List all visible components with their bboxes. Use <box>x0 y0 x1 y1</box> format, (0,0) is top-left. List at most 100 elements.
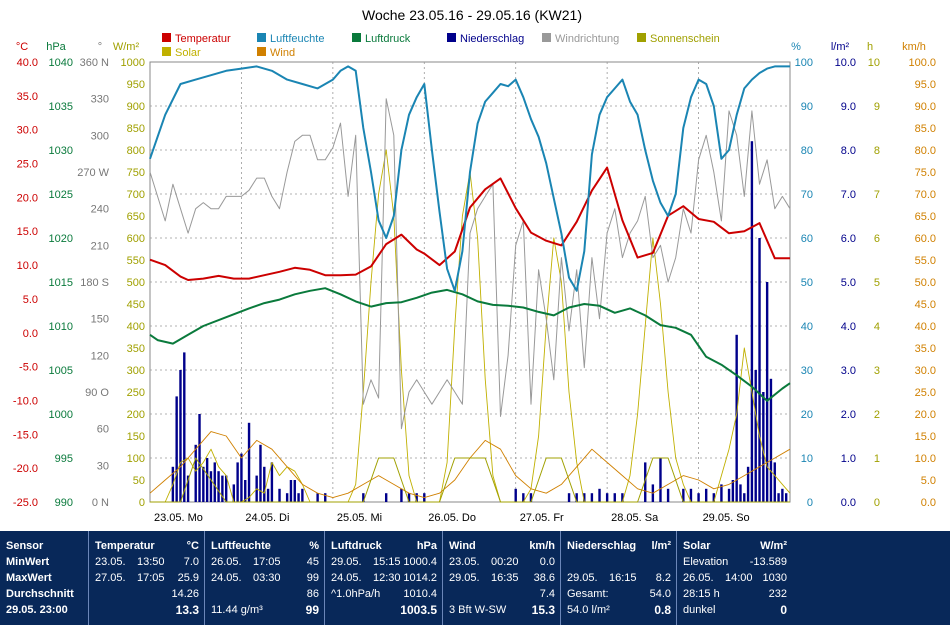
axis-tick-label: 80.0 <box>915 145 936 157</box>
stats-cell: 54.0 l/m² <box>567 604 610 616</box>
axis-tick-label: 30 <box>97 460 109 472</box>
legend-label: Luftdruck <box>365 33 411 45</box>
stats-cell: 23.05. <box>95 556 126 568</box>
axis-tick-label: 35.0 <box>17 91 38 103</box>
precip-bar <box>773 462 776 502</box>
axis-tick-label: 1.0 <box>841 453 856 465</box>
grid <box>149 61 791 503</box>
axis-unit: ° <box>98 41 102 53</box>
legend-swatch <box>162 33 171 42</box>
axis-tick-label: 0.0 <box>23 328 38 340</box>
axis-tick-label: 40.0 <box>915 321 936 333</box>
precip-bar <box>746 466 750 502</box>
precip-bar <box>739 484 742 502</box>
stats-cell: Durchschnitt <box>6 588 74 600</box>
axis-tick-label: 1025 <box>49 189 73 201</box>
axis-tick-label: 8 <box>874 145 880 157</box>
axis-tick-label: 30.0 <box>17 125 38 137</box>
precip-bar <box>754 370 757 502</box>
stats-column: Luftfeuchte% 26.05. 17:05 45 24.05. 03:30 99 86… <box>204 531 325 625</box>
precip-bar <box>697 493 700 502</box>
stats-cell: hPa <box>416 540 437 552</box>
precip-bar <box>285 493 289 502</box>
axis-tick-label: 10.0 <box>17 260 38 272</box>
series-temperatur <box>149 166 790 281</box>
stats-cell: 17:05 <box>137 572 165 584</box>
x-tick-label: 27.05. Fr <box>520 512 564 524</box>
stats-cell: 1014.2 <box>403 572 437 584</box>
axis-tick-label: 9 <box>874 101 880 113</box>
precip-bar <box>659 458 662 502</box>
axis-tick-label: 35.0 <box>915 343 936 355</box>
axis-tick-label: 10 <box>868 57 880 69</box>
axis-tick-label: 7.0 <box>841 189 856 201</box>
precip-bar <box>583 493 586 502</box>
axis-tick-label: 330 <box>91 94 109 106</box>
precip-bar <box>384 493 388 502</box>
axis-tick-label: 15.0 <box>17 226 38 238</box>
axis-tick-label: 20.0 <box>915 409 936 421</box>
stats-column: Niederschlag l/m² 29.05. 16:15 8.2 Gesamt: 54.… <box>560 531 677 625</box>
stats-column: Solar W/m² Elevation -13.589 26.05. 14:00 1030… <box>676 531 793 625</box>
axis-unit: km/h <box>902 41 926 53</box>
axis-tick-label: 200 <box>127 409 145 421</box>
precip-bar <box>750 141 754 502</box>
precip-bar <box>407 493 411 502</box>
axis-tick-label: 210 <box>91 240 109 252</box>
axis-tick-label: 6 <box>874 233 880 245</box>
axis-tick-label: 0.0 <box>841 497 856 509</box>
axis-tick-label: 0 <box>139 497 145 509</box>
stats-cell: Luftdruck <box>331 540 382 552</box>
stats-cell: 14:00 <box>725 572 753 584</box>
stats-cell: 16:35 <box>491 572 519 584</box>
precip-bar <box>769 378 773 502</box>
x-tick-label: 29.05. So <box>703 512 750 524</box>
precip-bar <box>666 488 670 502</box>
stats-cell: 38.6 <box>533 572 555 584</box>
stats-cell: 0.0 <box>539 556 555 568</box>
precip-bar <box>240 453 243 502</box>
series-sonnenschein <box>150 457 790 503</box>
stats-cell: 1030 <box>762 572 787 584</box>
axis-tick-label: 9.0 <box>841 101 856 113</box>
axis-tick-label: 300 <box>127 365 145 377</box>
precip-bar <box>316 493 319 502</box>
precip-bar <box>259 444 262 502</box>
axis-unit: h <box>867 41 873 53</box>
axis-tick-label: 50 <box>133 475 145 487</box>
x-tick-label: 25.05. Mi <box>337 512 382 524</box>
precip-bar <box>289 480 293 502</box>
axis-tick-label: -5.0 <box>19 362 38 374</box>
precip-bar <box>605 493 609 502</box>
axis-tick-label: -15.0 <box>13 429 38 441</box>
precip-bar <box>529 493 533 502</box>
axis-tick-label: 0 <box>807 497 813 509</box>
stats-cell: Niederschlag <box>567 540 637 552</box>
stats-cell: 8.2 <box>655 572 671 584</box>
axis-tick-label: 5.0 <box>841 277 856 289</box>
stats-cell: 99 <box>306 572 319 584</box>
axis-tick-label: 100 <box>795 57 813 69</box>
stats-cell: W/m² <box>760 540 787 552</box>
x-axis-ticks: 23.05. Mo 24.05. Di 25.05. Mi 26.05. Do 27.0… <box>154 512 750 524</box>
stats-cell: 3 Bft W-SW <box>449 604 507 616</box>
stats-cell: 13:50 <box>137 556 165 568</box>
axis-tick-label: 90 <box>801 101 813 113</box>
axis-tick-label: 2 <box>874 409 880 421</box>
axis-tick-label: 4.0 <box>841 321 856 333</box>
stats-cell: Wind <box>449 540 476 552</box>
stats-cell: 13.3 <box>175 603 199 617</box>
axis-unit: % <box>791 41 801 53</box>
precip-bar <box>278 488 281 502</box>
axis-tick-label: 100 <box>127 453 145 465</box>
axis-tick-label: 1040 <box>49 57 73 69</box>
series-luftdruck <box>149 287 791 402</box>
precip-bar <box>247 422 251 502</box>
precip-bar <box>221 475 224 502</box>
stats-cell: 11.44 g/m³ <box>211 604 263 616</box>
axis-tick-label: 10.0 <box>915 453 936 465</box>
axis-tick-label: 60 <box>801 233 813 245</box>
precip-bar <box>735 334 738 502</box>
stats-cell: 29.05. <box>449 572 480 584</box>
stats-cell: 0 <box>780 603 787 617</box>
